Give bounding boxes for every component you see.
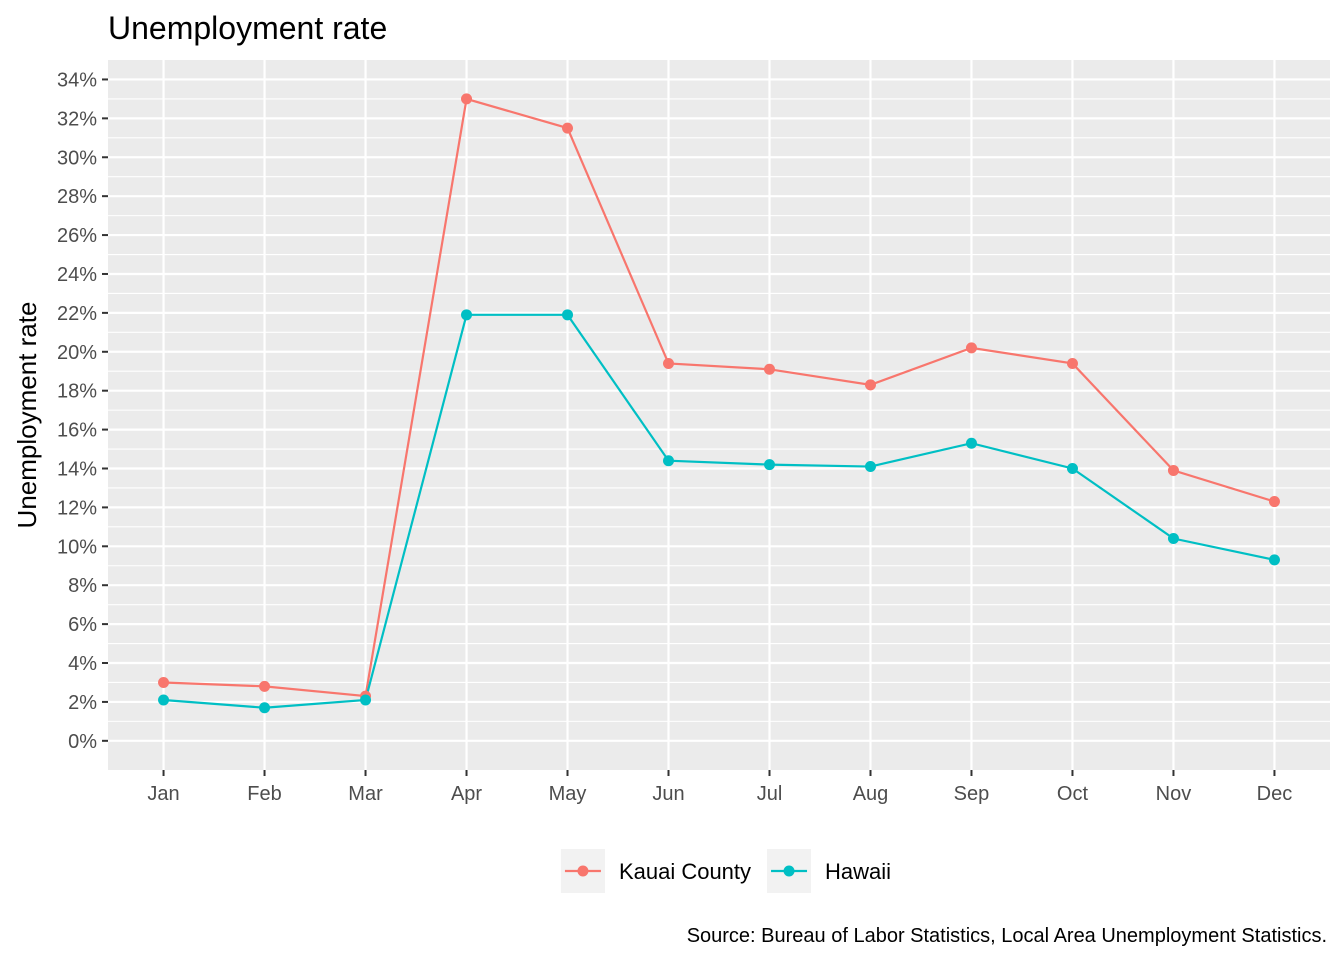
data-point xyxy=(663,455,675,467)
y-tick-label: 30% xyxy=(57,147,97,169)
y-tick-label: 20% xyxy=(57,342,97,364)
y-tick-label: 2% xyxy=(68,692,97,714)
data-point xyxy=(1167,464,1179,476)
x-tick-label: Jul xyxy=(757,783,783,805)
data-point xyxy=(864,461,876,473)
data-point xyxy=(1268,554,1280,566)
minor-gridlines xyxy=(108,98,1330,722)
x-tick-label: May xyxy=(549,783,587,805)
data-point xyxy=(158,694,170,706)
x-tick-label: Oct xyxy=(1057,783,1089,805)
y-axis: 0% 2% 4% 6% 8% 10% 12% 14% 16% 18% 20% 22% 24% 26% 28%… xyxy=(57,69,108,753)
y-tick-label: 12% xyxy=(57,497,97,519)
y-tick-label: 32% xyxy=(57,108,97,130)
data-point xyxy=(663,357,675,369)
y-tick-label: 0% xyxy=(68,731,97,753)
data-point xyxy=(360,694,372,706)
data-point xyxy=(562,122,574,134)
y-tick-label: 26% xyxy=(57,225,97,247)
y-axis-title: Unemployment rate xyxy=(12,302,42,529)
y-tick-label: 22% xyxy=(57,303,97,325)
y-tick-label: 18% xyxy=(57,381,97,403)
legend-item: Kauai County xyxy=(560,849,751,893)
y-tick-label: 8% xyxy=(68,575,97,597)
x-tick-label: Nov xyxy=(1156,783,1192,805)
data-point xyxy=(461,93,473,105)
data-point xyxy=(1167,533,1179,545)
x-tick-label: Dec xyxy=(1257,783,1293,805)
data-point xyxy=(259,702,271,714)
x-tick-label: Mar xyxy=(348,783,383,805)
data-point xyxy=(864,379,876,391)
legend-item: Hawaii xyxy=(767,849,891,893)
x-axis: Jan Feb Mar Apr May Jun Jul Aug Sep Oct Nov Dec xyxy=(147,770,1292,805)
data-point xyxy=(1066,357,1078,369)
data-point xyxy=(1066,462,1078,474)
source-caption: Source: Bureau of Labor Statistics, Loca… xyxy=(687,925,1327,947)
data-point xyxy=(763,363,775,375)
data-point xyxy=(158,676,170,688)
plot-panel xyxy=(108,60,1330,770)
x-tick-label: Jan xyxy=(147,783,179,805)
data-point xyxy=(763,459,775,471)
x-tick-label: Feb xyxy=(247,783,281,805)
y-tick-label: 6% xyxy=(68,614,97,636)
x-tick-label: Aug xyxy=(853,783,889,805)
y-tick-label: 14% xyxy=(57,458,97,480)
y-tick-label: 16% xyxy=(57,420,97,442)
legend-key-point xyxy=(783,865,795,877)
data-point xyxy=(562,309,574,321)
legend-label: Hawaii xyxy=(825,859,891,884)
data-point xyxy=(965,437,977,449)
data-point xyxy=(259,680,271,692)
data-point xyxy=(1268,496,1280,508)
x-tick-label: Jun xyxy=(652,783,684,805)
legend-label: Kauai County xyxy=(619,859,751,884)
y-tick-label: 28% xyxy=(57,186,97,208)
y-tick-label: 24% xyxy=(57,264,97,286)
y-tick-label: 34% xyxy=(57,69,97,91)
x-tick-label: Sep xyxy=(954,783,990,805)
chart-title: Unemployment rate xyxy=(108,10,387,46)
series-line-0 xyxy=(163,97,1275,698)
data-point xyxy=(461,309,473,321)
data-point xyxy=(965,342,977,354)
major-gridlines xyxy=(108,60,1330,770)
x-tick-label: Apr xyxy=(451,783,482,805)
series-layer xyxy=(158,93,1280,714)
y-tick-label: 10% xyxy=(57,536,97,558)
y-tick-label: 4% xyxy=(68,653,97,675)
series-line-1 xyxy=(163,313,1275,709)
legend-key-point xyxy=(577,865,589,877)
legend: Kauai County Hawaii xyxy=(560,849,891,893)
